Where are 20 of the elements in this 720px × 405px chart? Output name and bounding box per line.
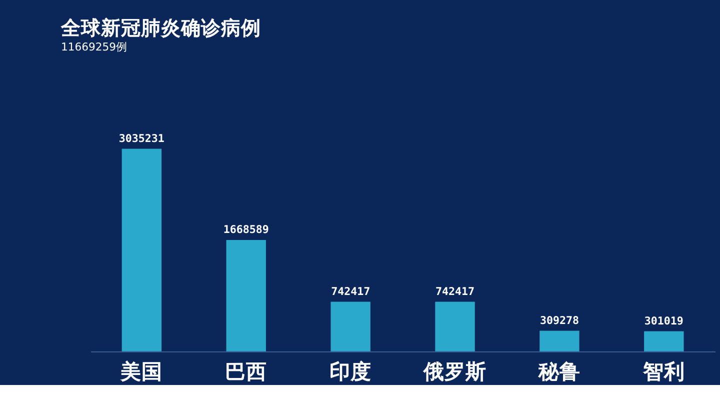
- x-tick-label: 秘鲁: [537, 359, 580, 384]
- data-label: 301019: [644, 314, 684, 328]
- data-label: 742417: [331, 284, 370, 298]
- data-label: 309278: [540, 314, 579, 327]
- data-label: 3035231: [118, 132, 164, 145]
- x-tick-label: 巴西: [225, 359, 268, 384]
- bar: [435, 302, 475, 352]
- x-tick-label: 印度: [330, 359, 372, 384]
- x-tick-label: 美国: [120, 359, 163, 384]
- chart-subtitle: 11669259例: [60, 40, 127, 54]
- bar: [122, 148, 162, 352]
- data-label: 1668589: [223, 223, 269, 236]
- bar: [540, 330, 580, 352]
- x-tick-label: 智利: [642, 359, 685, 384]
- x-tick-label: 俄罗斯: [422, 359, 487, 384]
- bar: [644, 331, 684, 352]
- bar: [226, 240, 266, 352]
- chart-title: 全球新冠肺炎确诊病例: [60, 16, 261, 40]
- data-label: 742417: [436, 284, 475, 298]
- bar: [330, 302, 370, 352]
